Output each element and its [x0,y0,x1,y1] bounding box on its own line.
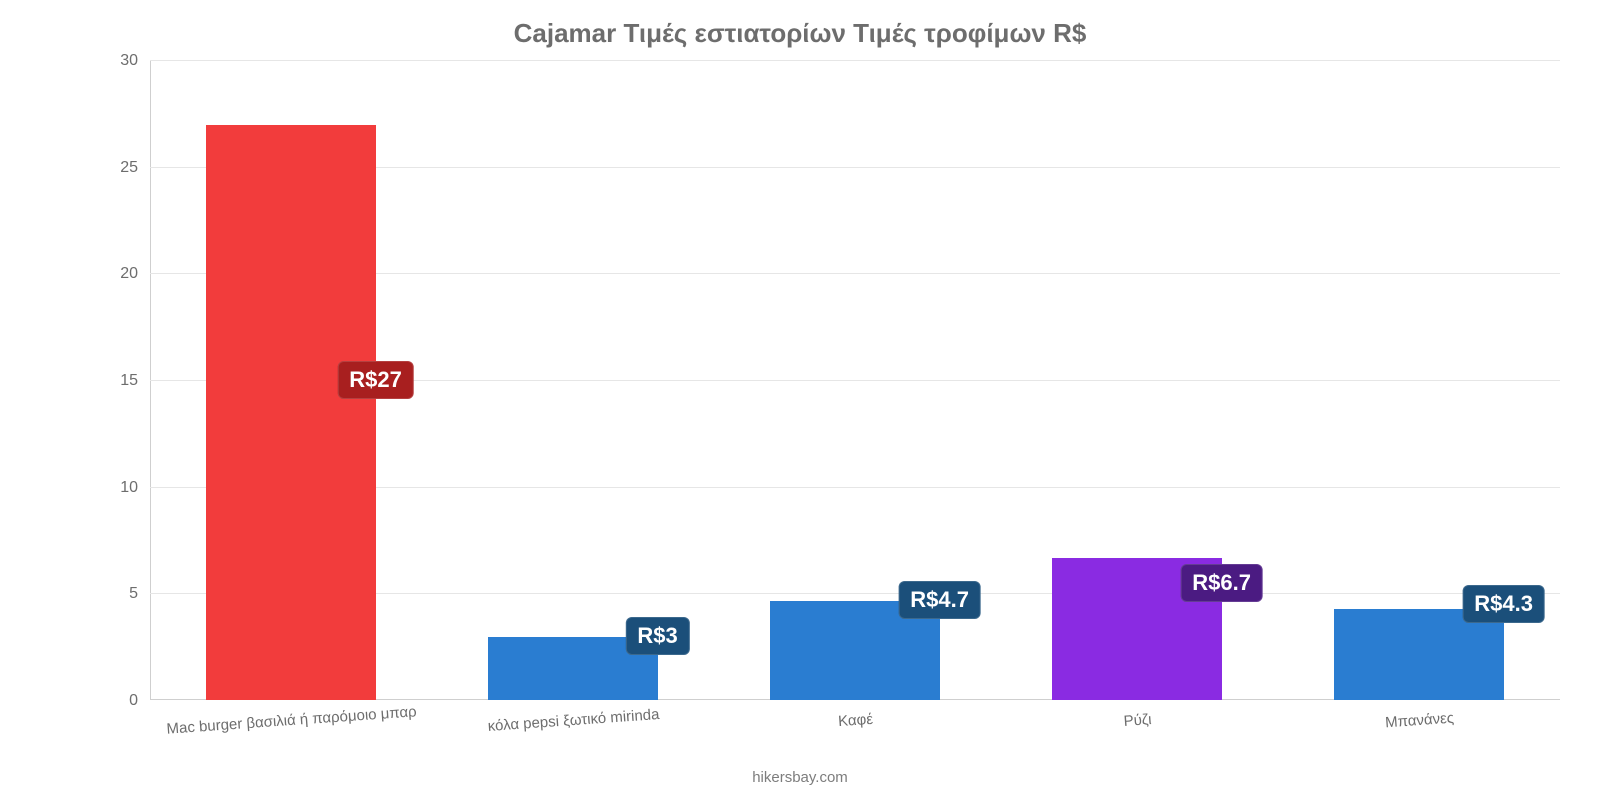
plot-area: 051015202530R$27Mac burger βασιλιά ή παρ… [150,60,1560,700]
y-tick-label: 0 [78,692,138,710]
y-tick-label: 20 [78,265,138,283]
chart-title: Cajamar Τιμές εστιατορίων Τιμές τροφίμων… [0,0,1600,49]
x-tick-label: κόλα pepsi ξωτικό mirinda [487,706,660,735]
x-tick-label: Mac burger βασιλιά ή παρόμοιο μπαρ [166,703,417,737]
y-tick-label: 10 [78,479,138,497]
credit-text: hikersbay.com [0,769,1600,786]
x-tick-label: Ρύζι [1123,711,1152,730]
grid-line [150,60,1560,61]
y-tick-label: 30 [78,52,138,70]
x-tick-label: Καφέ [838,711,874,730]
bar-value-label: R$3 [625,617,689,655]
x-tick-label: Μπανάνες [1385,710,1455,732]
bar-value-label: R$4.7 [898,581,981,619]
price-bar-chart: Cajamar Τιμές εστιατορίων Τιμές τροφίμων… [0,0,1600,800]
y-tick-label: 5 [78,585,138,603]
bar-value-label: R$4.3 [1462,585,1545,623]
y-tick-label: 15 [78,372,138,390]
bar-value-label: R$27 [337,361,414,399]
bar-value-label: R$6.7 [1180,564,1263,602]
bar [206,124,375,700]
y-tick-label: 25 [78,159,138,177]
